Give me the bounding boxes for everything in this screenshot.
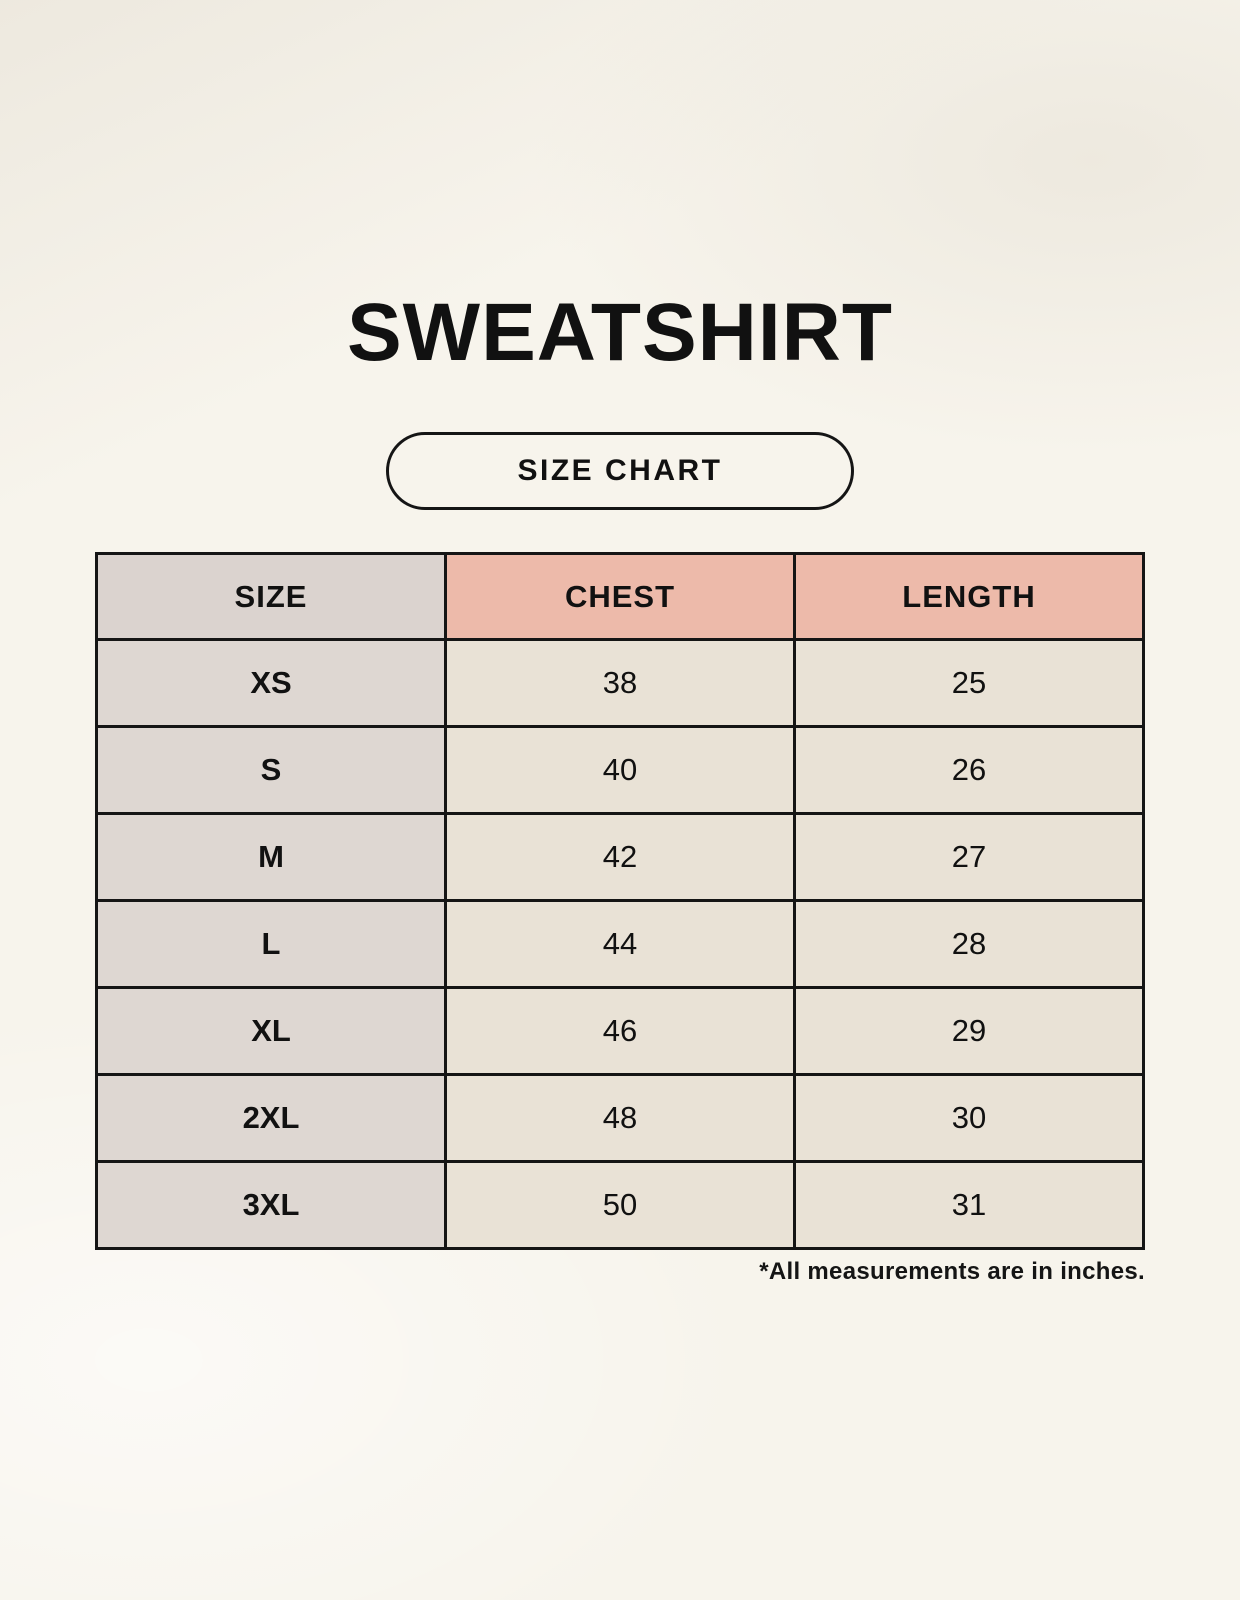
table-row: 2XL 48 30 (95, 1073, 1145, 1163)
table-row: M 42 27 (95, 812, 1145, 902)
table-row: 3XL 50 31 (95, 1160, 1145, 1250)
size-table-container: SIZE CHEST LENGTH XS 38 25 S 40 26 M 42 27 L 44 28 X… (95, 552, 1145, 1286)
size-cell: XS (95, 638, 447, 728)
length-cell: 25 (793, 638, 1145, 728)
chest-cell: 40 (444, 725, 796, 815)
size-cell: M (95, 812, 447, 902)
size-table-header: SIZE CHEST LENGTH (95, 552, 1145, 641)
length-cell: 29 (793, 986, 1145, 1076)
size-cell: XL (95, 986, 447, 1076)
page-title: SWEATSHIRT (346, 287, 893, 378)
chest-cell: 44 (444, 899, 796, 989)
table-row: XL 46 29 (95, 986, 1145, 1076)
size-cell: 3XL (95, 1160, 447, 1250)
size-table: SIZE CHEST LENGTH XS 38 25 S 40 26 M 42 27 L 44 28 X… (95, 552, 1145, 1250)
size-chart-button[interactable]: SIZE CHART (386, 432, 854, 510)
measurements-footnote: *All measurements are in inches. (759, 1258, 1145, 1285)
size-table-body: XS 38 25 S 40 26 M 42 27 L 44 28 XL 46 29 2XL 48 30 3XL 50 3… (95, 638, 1145, 1250)
length-cell: 27 (793, 812, 1145, 902)
column-header-size: SIZE (95, 552, 447, 641)
chest-cell: 42 (444, 812, 796, 902)
length-cell: 31 (793, 1160, 1145, 1250)
table-row: L 44 28 (95, 899, 1145, 989)
header-row: SIZE CHEST LENGTH (95, 552, 1145, 641)
chest-cell: 46 (444, 986, 796, 1076)
table-row: XS 38 25 (95, 638, 1145, 728)
chest-cell: 38 (444, 638, 796, 728)
length-cell: 30 (793, 1073, 1145, 1163)
length-cell: 28 (793, 899, 1145, 989)
length-cell: 26 (793, 725, 1145, 815)
chest-cell: 48 (444, 1073, 796, 1163)
size-cell: L (95, 899, 447, 989)
size-cell: 2XL (95, 1073, 447, 1163)
chest-cell: 50 (444, 1160, 796, 1250)
column-header-length: LENGTH (793, 552, 1145, 641)
column-header-chest: CHEST (444, 552, 796, 641)
size-cell: S (95, 725, 447, 815)
table-row: S 40 26 (95, 725, 1145, 815)
